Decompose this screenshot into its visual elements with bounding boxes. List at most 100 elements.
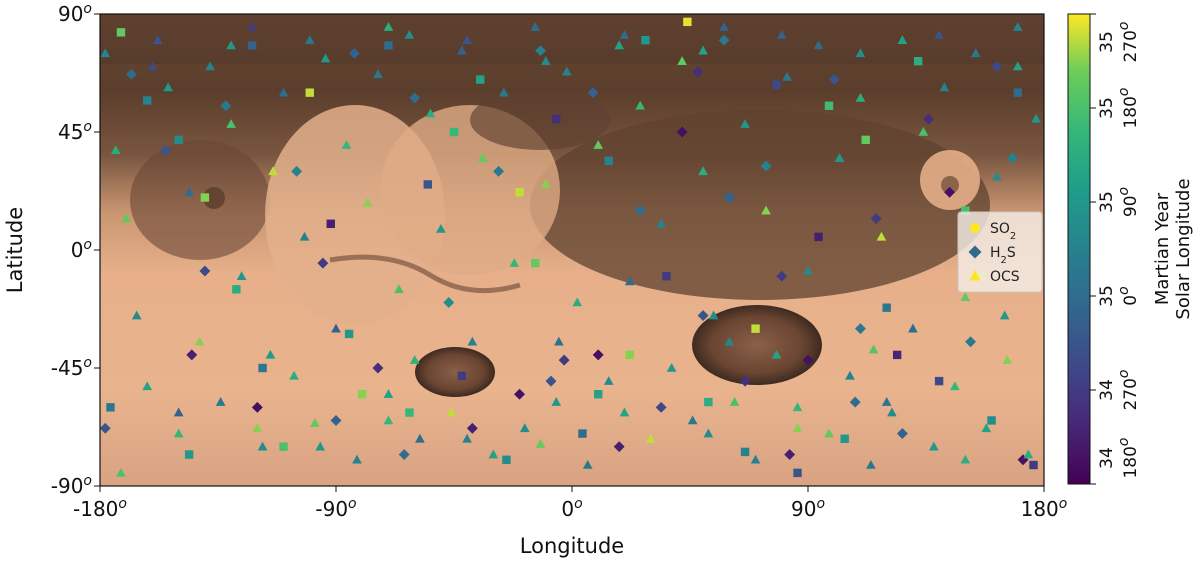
triangle-marker-2-108 <box>619 29 630 39</box>
x-tick-label-4: 180o <box>1021 496 1068 521</box>
square-marker-0-35 <box>961 206 970 215</box>
triangle-marker-2-48 <box>603 376 614 385</box>
diamond-marker-1-9 <box>409 92 421 104</box>
triangle-marker-2-74 <box>876 231 887 241</box>
square-marker-0-41 <box>247 41 257 50</box>
triangle-marker-2-78 <box>918 126 929 136</box>
triangle-marker-2-82 <box>960 292 971 301</box>
y-tick-label-1: 45o <box>58 119 92 144</box>
triangle-marker-2-16 <box>268 166 278 176</box>
triangle-marker-2-93 <box>315 441 326 451</box>
legend-label-2: OCS <box>990 269 1020 285</box>
triangle-marker-2-98 <box>703 428 714 438</box>
x-tick-label-3: 90o <box>791 496 825 521</box>
triangle-marker-2-71 <box>845 370 855 380</box>
colorbar-year-5: 35 <box>1097 31 1117 53</box>
diamond-marker-1-30 <box>896 428 908 440</box>
legend-marker-2 <box>969 270 981 281</box>
triangle-marker-2-54 <box>666 362 677 372</box>
triangle-marker-2-20 <box>310 418 320 427</box>
triangle-marker-2-32 <box>436 223 446 233</box>
triangle-marker-2-33 <box>446 407 457 417</box>
triangle-marker-2-81 <box>950 381 960 391</box>
square-marker-0-28 <box>793 468 802 478</box>
colorbar-year-4: 35 <box>1097 97 1117 119</box>
triangle-marker-2-64 <box>771 349 782 359</box>
triangle-marker-2-1 <box>110 145 121 155</box>
triangle-marker-2-15 <box>257 441 268 451</box>
x-axis: -180o -90o 0o 90o 180o <box>73 486 1067 521</box>
square-marker-0-21 <box>641 36 650 45</box>
triangle-marker-2-62 <box>750 454 761 464</box>
square-marker-0-34 <box>934 376 944 386</box>
square-marker-0-24 <box>704 397 713 407</box>
triangle-marker-2-66 <box>792 402 803 412</box>
triangle-marker-2-105 <box>383 22 394 31</box>
diamond-marker-1-44 <box>776 270 788 282</box>
triangle-marker-2-47 <box>593 140 604 149</box>
square-marker-0-48 <box>515 188 524 197</box>
diamond-marker-1-8 <box>372 362 384 374</box>
colorbar-ls-5: 270o <box>1116 21 1141 62</box>
triangle-marker-2-18 <box>289 370 299 380</box>
triangle-marker-2-51 <box>635 100 646 110</box>
triangle-marker-2-70 <box>834 153 845 163</box>
colorbar-ls-4: 180o <box>1116 87 1141 128</box>
triangle-marker-2-60 <box>729 397 740 406</box>
square-marker-0-5 <box>258 363 267 373</box>
triangle-marker-2-83 <box>970 48 981 58</box>
colorbar-gradient <box>1067 13 1091 485</box>
triangle-marker-2-11 <box>215 397 226 406</box>
triangle-marker-2-17 <box>278 87 289 97</box>
square-marker-0-18 <box>578 429 587 438</box>
y-tick-label-3: -45o <box>51 355 92 380</box>
triangle-marker-2-100 <box>881 397 892 406</box>
diamond-marker-1-31 <box>923 113 935 125</box>
diamond-marker-1-7 <box>348 47 360 59</box>
triangle-marker-2-29 <box>404 29 415 39</box>
square-marker-0-16 <box>531 258 540 268</box>
square-marker-0-8 <box>326 219 335 228</box>
triangle-marker-2-69 <box>824 428 834 438</box>
diamond-marker-1-26 <box>802 354 814 366</box>
diamond-marker-1-11 <box>466 422 478 434</box>
y-tick-label-2: 0o <box>71 237 92 262</box>
diamond-marker-1-27 <box>828 74 840 86</box>
triangle-marker-2-21 <box>320 53 331 63</box>
triangle-marker-2-94 <box>383 415 394 425</box>
triangle-marker-2-58 <box>708 310 719 320</box>
triangle-marker-2-43 <box>551 397 562 406</box>
diamond-marker-1-28 <box>849 396 861 408</box>
square-marker-0-32 <box>882 303 891 312</box>
square-marker-0-27 <box>772 80 781 89</box>
diamond-marker-1-3 <box>220 100 232 112</box>
legend-marker-0 <box>970 223 980 233</box>
diamond-marker-1-40 <box>854 323 866 335</box>
x-tick-label-0: -180o <box>73 496 127 521</box>
triangle-marker-2-110 <box>776 29 787 39</box>
x-axis-title: Longitude <box>520 534 624 558</box>
triangle-marker-2-68 <box>813 40 824 50</box>
diamond-marker-1-4 <box>251 401 263 413</box>
square-marker-0-25 <box>725 193 734 202</box>
legend-marker-1 <box>968 245 982 259</box>
triangle-marker-2-61 <box>740 119 750 128</box>
triangle-marker-2-80 <box>939 82 950 92</box>
diamond-marker-1-13 <box>514 388 526 400</box>
y-tick-label-0: 90o <box>58 1 92 26</box>
triangle-marker-2-91 <box>173 407 184 417</box>
colorbar-year-1: 34 <box>1097 379 1117 401</box>
square-marker-0-26 <box>751 324 760 333</box>
colorbar-title-line1: Martian Year <box>1152 192 1173 305</box>
mars-background-map <box>100 14 1044 486</box>
square-marker-0-23 <box>683 17 692 27</box>
square-marker-0-17 <box>552 114 561 124</box>
diamond-marker-1-32 <box>944 186 956 198</box>
diamond-marker-1-29 <box>870 213 882 224</box>
triangle-marker-2-44 <box>561 66 572 76</box>
colorbar-ls-3: 90o <box>1116 187 1141 217</box>
triangle-marker-2-39 <box>509 258 520 267</box>
triangle-marker-2-114 <box>265 349 276 359</box>
diamond-marker-1-6 <box>317 257 329 269</box>
triangle-marker-2-19 <box>299 231 310 241</box>
